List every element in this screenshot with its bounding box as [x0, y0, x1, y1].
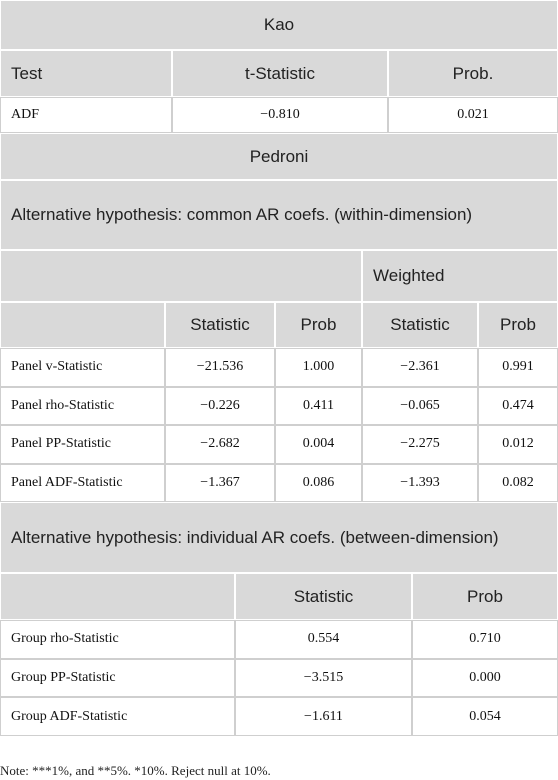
cell: 0.411 [275, 386, 362, 425]
column-header: Test [0, 50, 172, 97]
cell: Panel ADF-Statistic [0, 463, 165, 502]
cell: Group rho-Statistic [0, 620, 235, 659]
column-header: Prob [275, 302, 362, 348]
cell: 0.021 [388, 97, 558, 133]
column-header: Statistic [165, 302, 275, 348]
cell: Group PP-Statistic [0, 658, 235, 698]
cell: −2.275 [362, 425, 478, 464]
section-title: Pedroni [0, 133, 558, 180]
column-header: t-Statistic [172, 50, 388, 97]
cell: 0.474 [478, 386, 558, 425]
cell: 0.991 [478, 348, 558, 387]
cell: −1.393 [362, 463, 478, 502]
cell: −2.361 [362, 348, 478, 387]
empty-cell [0, 250, 362, 302]
cell: −3.515 [235, 658, 412, 698]
cell: 0.554 [235, 620, 412, 659]
cell: 0.082 [478, 463, 558, 502]
section-title: Kao [0, 0, 558, 50]
empty-cell [0, 573, 235, 620]
column-header: Prob [412, 573, 558, 620]
cell: 1.000 [275, 348, 362, 387]
cell: ADF [0, 97, 172, 133]
subsection-title: Alternative hypothesis: common AR coefs.… [0, 180, 558, 250]
group-header: Weighted [362, 250, 558, 302]
cell: −0.810 [172, 97, 388, 133]
cell: Group ADF-Statistic [0, 697, 235, 737]
cell: 0.004 [275, 425, 362, 464]
empty-cell [0, 302, 165, 348]
cell: −0.226 [165, 386, 275, 425]
column-header: Statistic [362, 302, 478, 348]
cell: 0.000 [412, 658, 558, 698]
cell: −2.682 [165, 425, 275, 464]
cell: −21.536 [165, 348, 275, 387]
cell: −1.611 [235, 697, 412, 737]
cell: Panel PP-Statistic [0, 425, 165, 464]
cell: Panel v-Statistic [0, 348, 165, 387]
table-note: Note: ***1%, and **5%. *10%. Reject null… [0, 763, 271, 778]
subsection-title: Alternative hypothesis: individual AR co… [0, 502, 558, 573]
column-header: Statistic [235, 573, 412, 620]
cell: 0.012 [478, 425, 558, 464]
column-header: Prob [478, 302, 558, 348]
cell: 0.054 [412, 697, 558, 737]
cell: −0.065 [362, 386, 478, 425]
cell: −1.367 [165, 463, 275, 502]
cell: 0.086 [275, 463, 362, 502]
cell: 0.710 [412, 620, 558, 659]
column-header: Prob. [388, 50, 558, 97]
cell: Panel rho-Statistic [0, 386, 165, 425]
